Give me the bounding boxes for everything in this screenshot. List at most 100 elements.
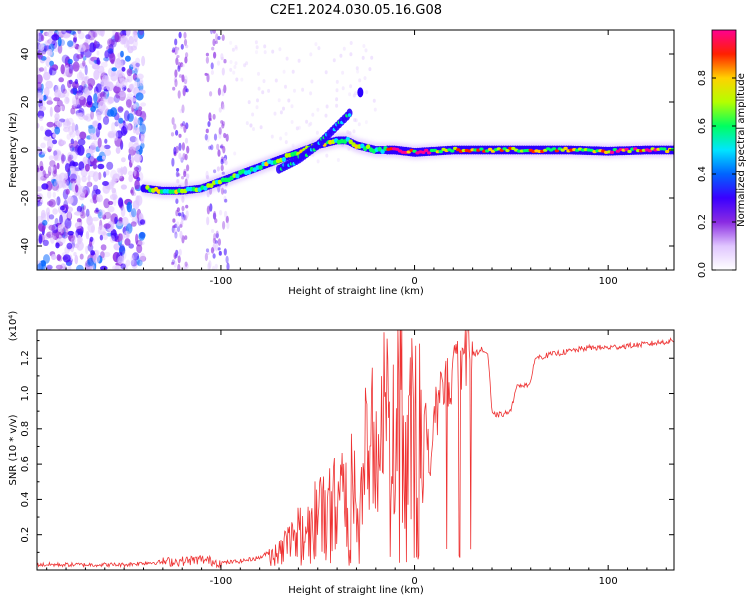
heatmap-cell bbox=[174, 254, 178, 258]
heatmap-cell bbox=[281, 157, 287, 162]
heatmap-cell bbox=[364, 48, 368, 53]
heatmap-cell bbox=[231, 47, 235, 52]
heatmap-cell bbox=[37, 74, 43, 84]
heatmap-cell bbox=[255, 105, 259, 110]
heatmap-cell bbox=[450, 149, 455, 153]
heatmap-cell bbox=[77, 145, 85, 156]
heatmap-cell bbox=[54, 117, 59, 126]
heatmap-cell bbox=[352, 129, 356, 134]
heatmap-cell bbox=[212, 237, 216, 244]
heatmap-cell bbox=[309, 91, 313, 96]
heatmap-cell bbox=[69, 160, 76, 168]
heatmap-cell bbox=[83, 49, 92, 58]
heatmap-cell bbox=[273, 111, 277, 116]
heatmap-cell bbox=[284, 131, 288, 136]
heatmap-cell bbox=[138, 240, 145, 246]
heatmap-cell bbox=[205, 52, 209, 57]
heatmap-cell bbox=[107, 38, 115, 47]
heatmap-cell bbox=[70, 178, 77, 184]
colorbar-ticks: 0.0 0.2 0.4 0.6 0.8 bbox=[697, 70, 736, 278]
heatmap-cell bbox=[297, 125, 301, 130]
heatmap-cell bbox=[224, 210, 228, 218]
heatmap-cell bbox=[183, 31, 187, 39]
heatmap-cell bbox=[125, 99, 132, 108]
heatmap-cell bbox=[67, 151, 73, 162]
heatmap-cell bbox=[212, 113, 216, 120]
heatmap-cell bbox=[360, 143, 365, 149]
snr-xtick-label: 0 bbox=[411, 576, 417, 587]
spectrogram-xtick-label: -100 bbox=[210, 276, 233, 287]
heatmap-cell bbox=[179, 230, 183, 239]
heatmap-cell bbox=[234, 61, 238, 66]
heatmap-cell bbox=[113, 130, 119, 141]
heatmap-cell bbox=[68, 62, 74, 74]
heatmap-cell bbox=[171, 261, 175, 266]
heatmap-cell bbox=[203, 185, 208, 191]
heatmap-cell bbox=[135, 57, 141, 64]
heatmap-cell bbox=[131, 208, 137, 218]
heatmap-cell bbox=[106, 81, 114, 92]
heatmap-cell bbox=[220, 164, 224, 172]
heatmap-cell bbox=[102, 116, 110, 125]
snr-ytick-label: 0.2 bbox=[20, 527, 31, 543]
heatmap-cell bbox=[65, 259, 73, 266]
heatmap-cell bbox=[221, 67, 225, 76]
heatmap-cell bbox=[223, 132, 227, 139]
heatmap-cell bbox=[89, 132, 95, 140]
heatmap-cell bbox=[217, 238, 221, 246]
heatmap-cell bbox=[218, 130, 222, 139]
heatmap-cell bbox=[111, 187, 117, 194]
heatmap-cell bbox=[42, 94, 47, 101]
heatmap-cell bbox=[358, 78, 362, 83]
heatmap-cell bbox=[213, 133, 218, 141]
heatmap-cell bbox=[252, 127, 255, 131]
heatmap-cell bbox=[92, 171, 100, 182]
heatmap-cell bbox=[58, 77, 64, 83]
heatmap-cell bbox=[234, 46, 238, 51]
heatmap-cell bbox=[49, 106, 53, 117]
heatmap-cell bbox=[55, 264, 63, 270]
heatmap-cell bbox=[68, 142, 74, 149]
heatmap-cell bbox=[309, 52, 313, 57]
heatmap-cell bbox=[325, 153, 329, 158]
heatmap-cell bbox=[176, 207, 180, 213]
heatmap-cell bbox=[47, 99, 53, 105]
heatmap-cell bbox=[95, 207, 99, 213]
heatmap-cell bbox=[208, 145, 212, 150]
snr-multiplier: (x10⁴) bbox=[8, 311, 19, 342]
heatmap-cell bbox=[100, 251, 105, 259]
heatmap-cell bbox=[325, 104, 329, 109]
heatmap-cell bbox=[226, 221, 230, 230]
heatmap-cell bbox=[48, 214, 55, 220]
heatmap-cell bbox=[243, 63, 247, 68]
heatmap-cell bbox=[181, 63, 185, 68]
heatmap-cell bbox=[223, 189, 227, 194]
heatmap-cell bbox=[274, 78, 278, 83]
heatmap-cell bbox=[84, 64, 88, 76]
spectrogram-ticks: -100 0 100 -40 -20 0 20 40 bbox=[20, 30, 674, 287]
heatmap-cell bbox=[97, 93, 105, 98]
heatmap-cell bbox=[75, 129, 80, 136]
heatmap-cell bbox=[43, 86, 50, 97]
heatmap-cell bbox=[624, 147, 629, 152]
heatmap-cell bbox=[257, 71, 260, 76]
heatmap-cell bbox=[426, 151, 432, 155]
heatmap-cell bbox=[130, 186, 135, 196]
heatmap-cell bbox=[101, 79, 108, 90]
heatmap-cell bbox=[62, 88, 67, 95]
heatmap-cell bbox=[214, 218, 218, 224]
heatmap-cell bbox=[336, 158, 340, 162]
heatmap-cell bbox=[40, 34, 45, 42]
heatmap-cell bbox=[370, 55, 374, 60]
heatmap-cell bbox=[103, 223, 111, 229]
heatmap-cell bbox=[46, 200, 54, 207]
heatmap-cell bbox=[184, 261, 188, 267]
heatmap-cell bbox=[332, 58, 336, 63]
heatmap-cell bbox=[174, 78, 178, 88]
heatmap-cell bbox=[175, 171, 179, 178]
heatmap-cell bbox=[352, 93, 356, 98]
heatmap-cell bbox=[247, 100, 251, 105]
snr-xtick-label: -100 bbox=[210, 576, 233, 587]
heatmap-cell bbox=[368, 67, 372, 72]
